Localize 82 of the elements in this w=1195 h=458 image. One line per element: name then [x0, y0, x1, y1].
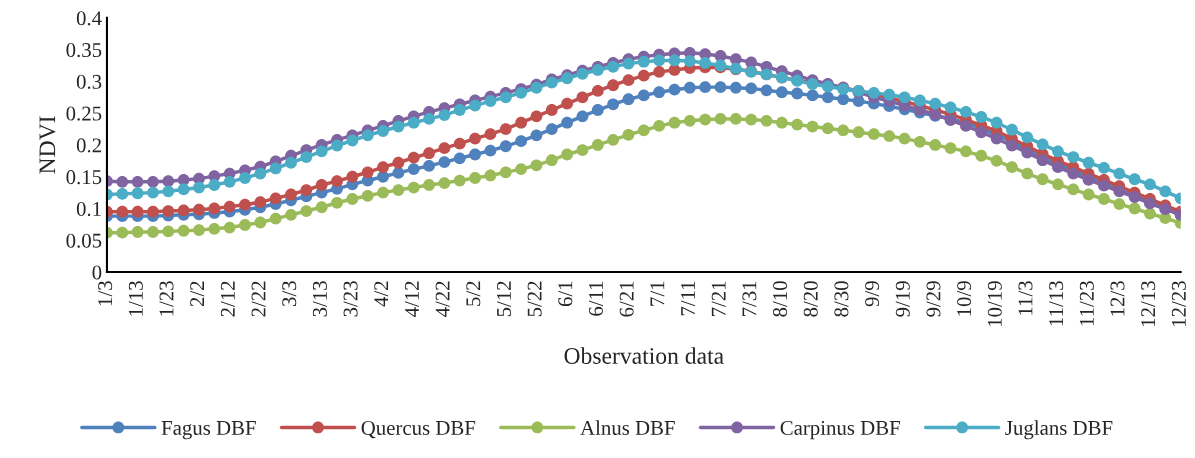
point — [791, 87, 804, 100]
y-tick-label: 0.2 — [76, 138, 101, 153]
point — [453, 152, 466, 165]
x-tick-label: 9/19 — [895, 281, 910, 317]
point — [438, 156, 451, 169]
y-tick-label: 0.4 — [76, 11, 102, 26]
y-tick-label: 0.3 — [76, 74, 102, 89]
x-tick-label: 7/31 — [742, 281, 757, 317]
x-tick-label: 6/11 — [589, 281, 604, 316]
x-tick-label: 1/23 — [159, 281, 174, 316]
y-tick-label: 0.35 — [66, 43, 102, 58]
point — [591, 104, 604, 116]
x-tick-label: 8/10 — [773, 281, 788, 317]
x-tick-label: 10/19 — [987, 281, 1002, 327]
x-tick-label: 9/9 — [865, 281, 880, 307]
point — [469, 148, 481, 161]
point — [530, 129, 543, 142]
point — [545, 123, 558, 135]
point — [407, 163, 420, 176]
x-tick-label: 5/22 — [527, 281, 542, 317]
point — [775, 86, 788, 99]
x-tick-label: 12/3 — [1110, 281, 1125, 316]
x-tick-label: 7/21 — [711, 281, 726, 317]
point — [806, 89, 819, 102]
x-tick-label: 11/23 — [1079, 281, 1094, 326]
x-tick-label: 12/23 — [1171, 281, 1186, 327]
x-tick-label: 2/12 — [220, 281, 235, 317]
x-tick-label: 7/11 — [681, 281, 696, 316]
x-tick-label: 4/22 — [435, 281, 450, 318]
y-axis-title: NDVI — [39, 116, 56, 174]
point — [576, 110, 589, 123]
x-tick-label: 5/12 — [496, 281, 511, 317]
point — [653, 86, 666, 99]
legend-label: Carpinus DBF — [780, 420, 900, 440]
point — [837, 93, 850, 106]
x-tick-label: 10/9 — [957, 281, 972, 316]
point — [714, 81, 727, 94]
y-tick-label: 0 — [92, 265, 102, 280]
y-tick-label: 0.25 — [66, 106, 102, 121]
legend-label: Alnus DBF — [580, 420, 675, 435]
x-tick-label: 4/12 — [404, 281, 419, 318]
x-tick-label: 1/3 — [98, 281, 113, 306]
x-axis-title: Observation data — [564, 347, 724, 364]
x-tick-label: 3/13 — [312, 281, 327, 317]
y-tick-label: 0.05 — [66, 233, 102, 248]
x-tick-label: 9/29 — [926, 281, 941, 317]
point — [668, 83, 681, 96]
point — [515, 135, 527, 148]
y-tick-label: 0.15 — [66, 170, 102, 185]
legend-label: Juglans DBF — [1005, 420, 1113, 440]
x-tick-label: 6/21 — [619, 281, 634, 317]
legend-label: Fagus DBF — [161, 421, 256, 440]
x-tick-label: 5/2 — [466, 281, 481, 306]
legend-label: Quercus DBF — [361, 420, 476, 439]
point — [699, 81, 712, 94]
point — [607, 98, 620, 111]
point — [423, 160, 435, 172]
point — [683, 81, 696, 94]
x-tick-label: 12/13 — [1141, 281, 1156, 327]
x-tick-label: 4/2 — [374, 281, 389, 307]
x-tick-label: 8/30 — [834, 281, 849, 317]
x-tick-label: 3/23 — [343, 281, 358, 317]
y-tick-label: 0.1 — [76, 201, 101, 217]
x-tick-label: 2/22 — [251, 281, 266, 317]
x-tick-label: 8/20 — [803, 281, 818, 317]
point — [729, 81, 742, 94]
point — [745, 82, 758, 95]
x-tick-label: 11/3 — [1018, 281, 1033, 315]
point — [392, 167, 405, 179]
point — [484, 144, 497, 157]
point — [821, 91, 834, 104]
point — [760, 84, 773, 97]
x-tick-label: 1/13 — [128, 281, 143, 316]
point — [499, 140, 512, 153]
point — [637, 89, 650, 102]
x-tick-label: 7/1 — [650, 281, 665, 306]
x-tick-label: 11/13 — [1049, 281, 1064, 326]
x-tick-label: 2/2 — [190, 281, 205, 307]
x-tick-label: 6/1 — [558, 281, 573, 307]
point — [622, 93, 635, 106]
point — [561, 116, 574, 129]
x-tick-label: 3/3 — [282, 281, 297, 307]
